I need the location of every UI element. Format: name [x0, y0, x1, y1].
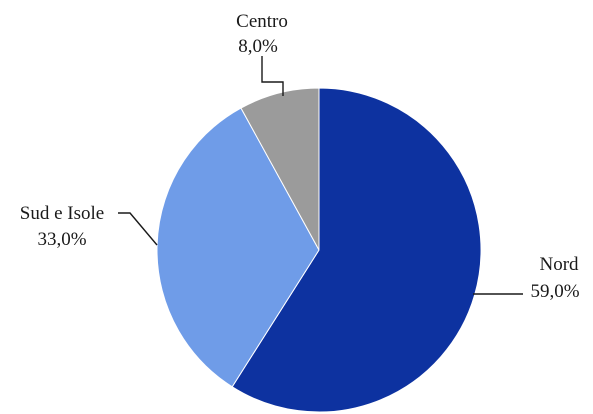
slice-name-nord: Nord: [539, 254, 579, 275]
slice-name-sud-e-isole: Sud e Isole: [20, 203, 104, 224]
pie-slice-centro: [240, 87, 320, 251]
slice-value-centro: 8,0%: [238, 36, 278, 57]
slice-value-sud-e-isole: 33,0%: [37, 229, 86, 250]
pie-slices: [156, 87, 482, 413]
leader-line-sud-e-isole: [118, 212, 158, 246]
slice-name-centro: Centro: [236, 11, 288, 32]
slice-value-nord: 59,0%: [530, 281, 579, 302]
leader-lines: [118, 56, 523, 295]
slice-labels: Centro 8,0% Sud e Isole 33,0% Nord 59,0%: [20, 11, 580, 302]
leader-line-centro: [261, 56, 284, 96]
pie-slice-nord: [231, 87, 482, 413]
